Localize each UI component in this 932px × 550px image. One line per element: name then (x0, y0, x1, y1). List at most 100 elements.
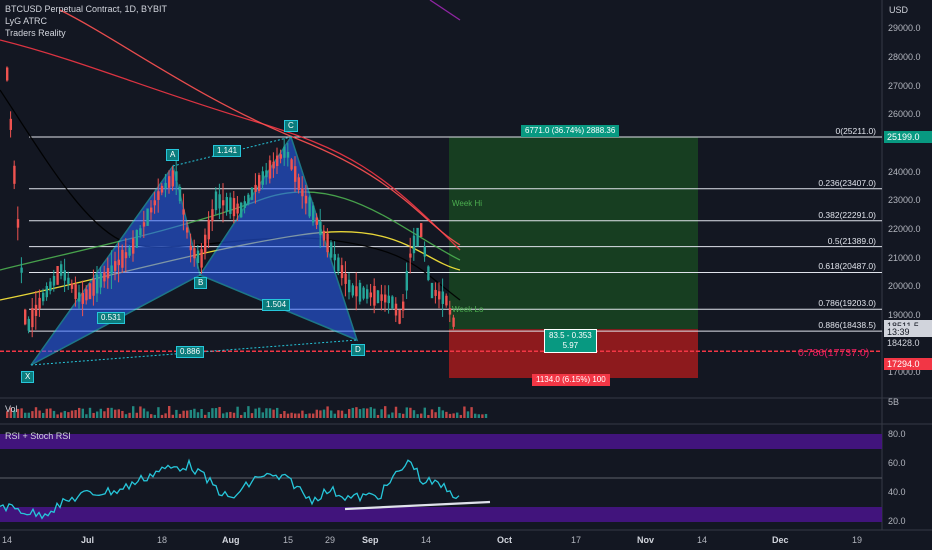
volume-legend[interactable]: Vol (5, 404, 18, 414)
volume-bar (409, 407, 412, 418)
candle-body (211, 209, 214, 222)
position-ratio-label[interactable]: 83.5 - 0.353 5.97 (544, 329, 597, 353)
volume-bar (459, 414, 462, 418)
fib-label-1: 0.236(23407.0) (818, 177, 876, 188)
candle-body (157, 191, 160, 200)
pattern-xd-dotted (30, 339, 358, 366)
candle-body (124, 252, 128, 259)
volume-bar (204, 414, 207, 418)
volume-bar (474, 413, 477, 418)
volume-bar (384, 406, 387, 418)
volume-bar (110, 407, 113, 418)
volume-bar (380, 409, 383, 418)
volume-bar (376, 414, 380, 418)
position-profit-label[interactable]: 6771.0 (36.74%) 2888.36 (521, 125, 620, 137)
candle-body (366, 289, 369, 299)
candle-body (99, 273, 102, 288)
rsi-legend[interactable]: RSI + Stoch RSI (5, 431, 71, 441)
volume-bar (326, 406, 329, 418)
candle-body (6, 67, 9, 81)
candle-body (290, 159, 293, 170)
volume-bar (103, 411, 106, 418)
volume-bar (34, 407, 38, 418)
position-ratio-line1: 83.5 - 0.353 (549, 331, 592, 340)
volume-bar (106, 407, 110, 418)
volume-bar (348, 409, 351, 418)
moving-average-1 (59, 9, 461, 246)
candle-body (128, 247, 131, 256)
pattern-point-a: A (166, 149, 180, 161)
rsi-line (0, 458, 460, 520)
volume-bar (225, 412, 228, 418)
volume-bar (24, 412, 27, 418)
candle-body (261, 171, 264, 185)
volume-bar (276, 407, 279, 418)
volume-bar (114, 409, 117, 418)
price-tick-4: 24000.0 (888, 166, 921, 177)
candle-body (164, 182, 167, 189)
volume-bar (416, 414, 419, 418)
volume-bar (398, 413, 401, 418)
candle-body (416, 227, 419, 247)
candle-body (312, 205, 315, 223)
volume-bar (279, 413, 282, 418)
candle-body (38, 297, 41, 309)
volume-bar (355, 407, 358, 418)
candle-body (142, 222, 146, 227)
volume-bar (13, 410, 16, 418)
time-tick-3: Aug (222, 535, 240, 545)
candle-body (402, 301, 405, 311)
week-high-label: Week Hi (452, 199, 483, 208)
ratio-bc: 1.141 (213, 145, 242, 157)
volume-bar (78, 407, 81, 418)
position-loss-label[interactable]: 1134.0 (6.15%) 100 (532, 374, 610, 386)
volume-bar (330, 410, 333, 418)
volume-bar (434, 412, 437, 418)
candle-body (243, 201, 246, 208)
volume-bar (283, 411, 286, 418)
volume-bar (67, 412, 70, 418)
volume-bar (297, 413, 300, 418)
volume-bar (243, 412, 246, 418)
time-tick-13: 19 (852, 535, 863, 545)
candle-body (204, 234, 207, 254)
price-tag-2: 13:39 (884, 325, 932, 338)
candle-body (297, 177, 300, 190)
rsi-overbought-band (0, 434, 882, 449)
candle-body (387, 295, 390, 304)
indicator-atrc-legend[interactable]: LyG ATRC (5, 16, 48, 26)
symbol-legend[interactable]: BTCUSD Perpetual Contract, 1D, BYBIT (5, 4, 168, 14)
candle-body (240, 202, 243, 218)
candle-body (45, 286, 48, 298)
moving-average-3 (0, 89, 461, 301)
candle-body (63, 270, 66, 281)
time-tick-8: Oct (497, 535, 513, 545)
volume-bar (117, 409, 120, 418)
candle-body (301, 188, 304, 197)
volume-bar (171, 414, 174, 418)
candle-body (92, 279, 95, 296)
volume-bar (402, 413, 405, 418)
candle-body (207, 219, 210, 240)
candle-body (358, 282, 362, 302)
indicator-traders-reality-legend[interactable]: Traders Reality (5, 28, 66, 38)
ratio-ab: 0.531 (97, 312, 126, 324)
candle-body (42, 292, 45, 302)
candle-body (160, 185, 164, 193)
time-tick-11: 14 (697, 535, 708, 545)
time-tick-6: Sep (362, 535, 379, 545)
candle-body (391, 296, 394, 309)
fib-786-red-label: 0.786(17737.0) (798, 347, 870, 359)
candle-body (430, 282, 434, 299)
time-tick-7: 14 (421, 535, 432, 545)
price-tick-9: 19000.0 (888, 310, 921, 321)
volume-bar (340, 410, 344, 418)
candle-body (139, 228, 142, 235)
candle-body (225, 197, 228, 212)
volume-bar (153, 414, 156, 418)
candle-body (146, 208, 149, 226)
fib-label-0: 0(25211.0) (835, 126, 876, 136)
candle-body (56, 265, 59, 285)
price-tick-10: 17000.0 (888, 367, 921, 378)
